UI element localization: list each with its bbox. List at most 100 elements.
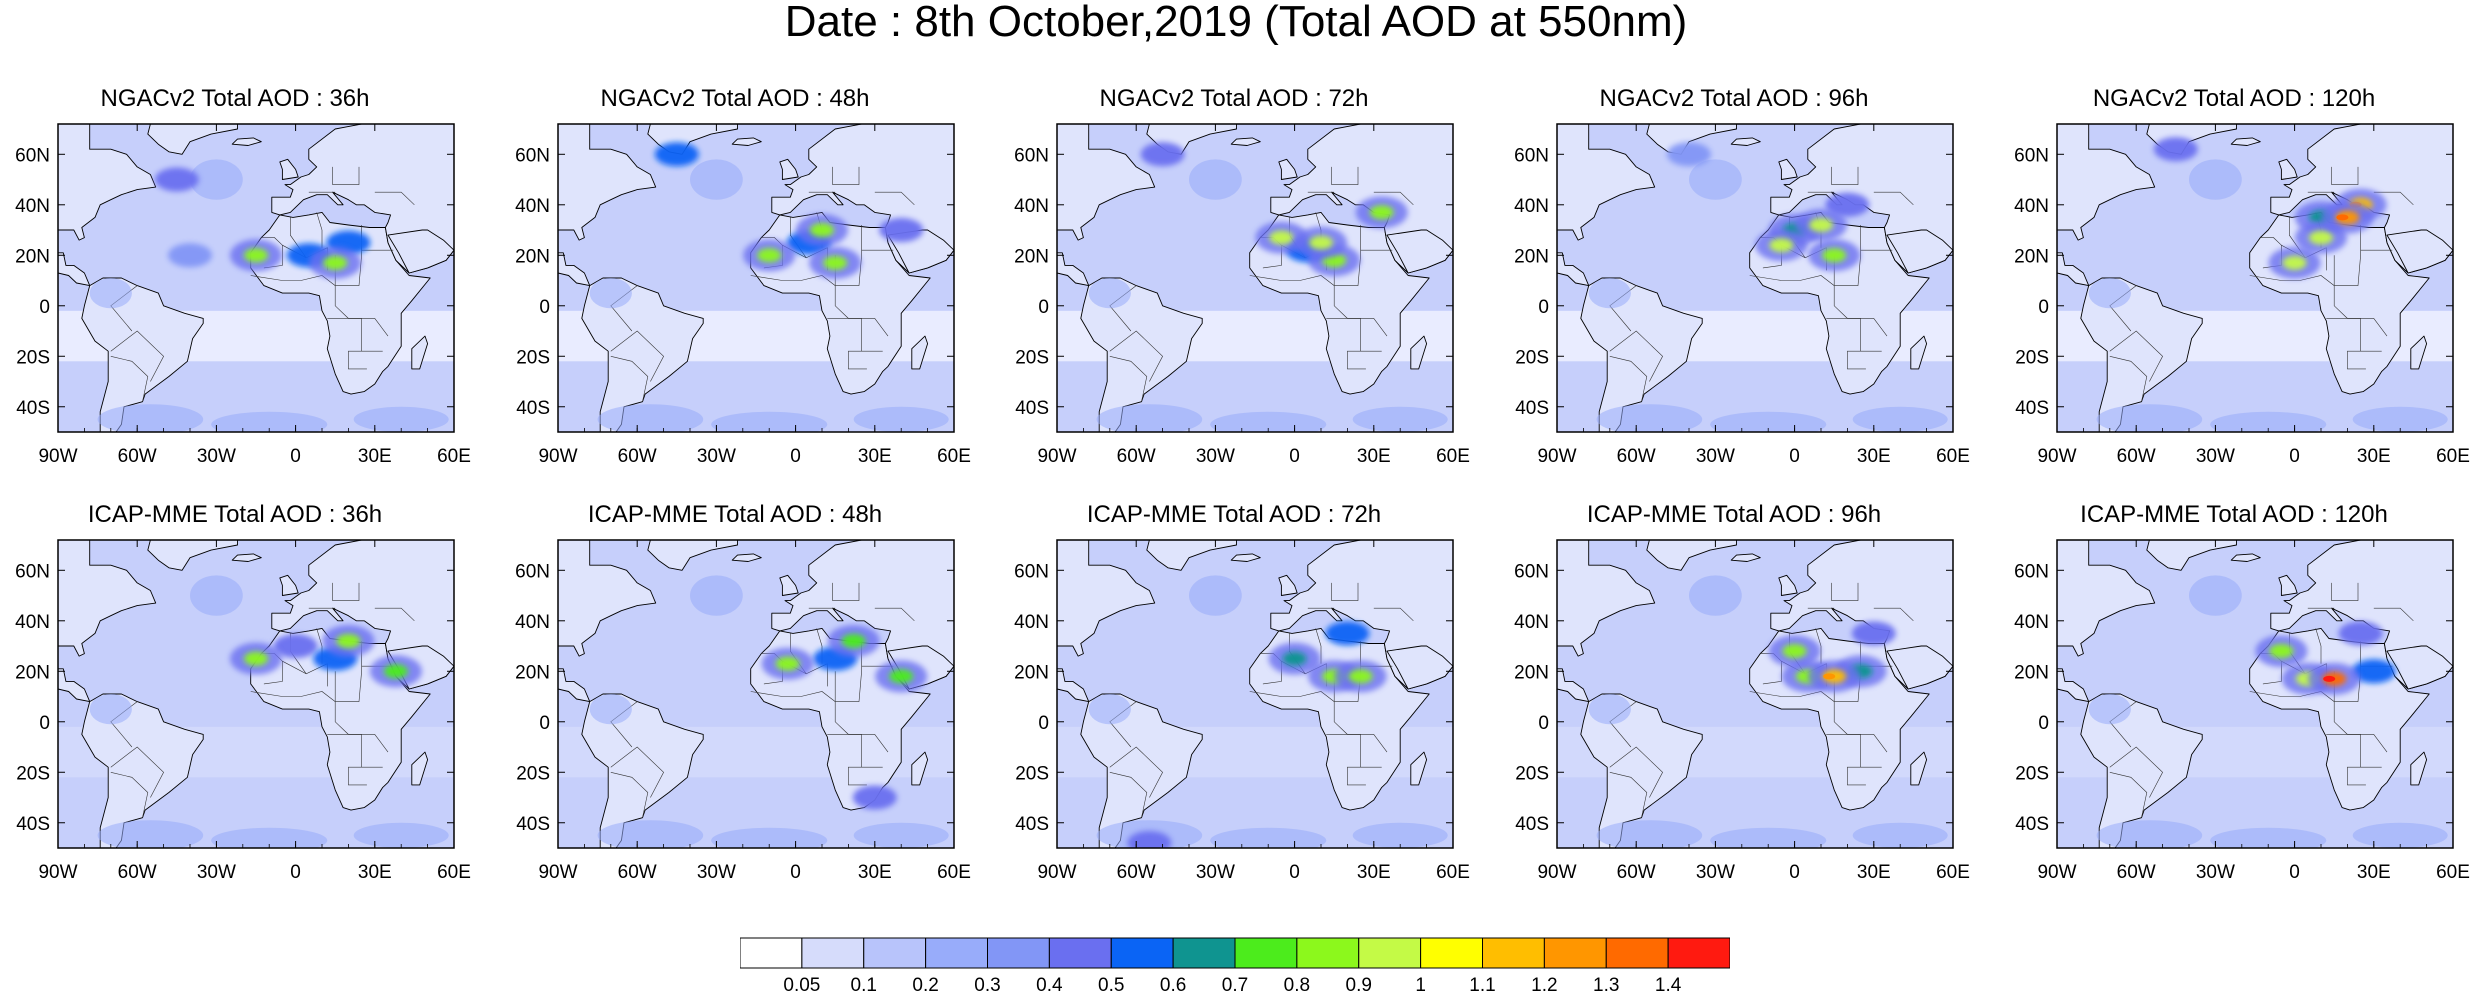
aod-background-patch [353,822,449,848]
colorbar-swatch [1234,937,1298,969]
colorbar-label: 1.1 [1469,975,1495,993]
x-tick-label: 90W [538,862,577,883]
panel-title: ICAP-MME Total AOD : 36h [87,501,383,528]
great-britain-coastline [1278,158,1298,180]
y-tick-label: 60N [1014,561,1049,582]
aod-plume [1325,621,1370,646]
x-tick-label: 60E [937,446,971,467]
madagascar-coastline [2410,335,2428,370]
y-tick-label: 40S [16,814,50,835]
aod-background-patch [97,404,204,432]
country-border [2331,166,2359,185]
aod-background-patch [1096,404,1203,432]
central-america-coastline [2057,229,2090,287]
central-america-coastline [1057,229,1090,287]
country-border [827,318,867,370]
y-tick-label: 20S [16,347,50,368]
central-america-coastline [58,645,91,703]
aod-map: 90W 60W 30W 0 30E 60E 60N 40N 20N 0 20S 40S [2014,123,2470,467]
aod-background-patch [853,822,949,848]
aod-background-patch [2210,827,2327,848]
greenland-coastline [2146,540,2237,571]
x-tick-label: 30E [858,446,892,467]
x-tick-label: 60W [2117,862,2156,883]
aod-plume [1822,248,1847,263]
aod-plume [2309,230,2333,245]
aod-background-patch [1210,827,1327,848]
south-america-coastline [1580,693,1703,848]
great-britain-coastline [779,574,799,596]
y-tick-label: 60N [2014,145,2049,166]
country-border [2249,691,2335,702]
panel-title: NGACv2 Total AOD : 36h [100,85,370,112]
aod-plume [654,142,699,167]
y-tick-label: 60N [515,145,550,166]
aod-background-patch [589,694,632,725]
x-tick-label: 30W [1196,446,1235,467]
colorbar-swatch [1482,937,1545,969]
aod-plume [1282,651,1307,666]
map-panel: ICAP-MME Total AOD : 96h 90W 60W 30W 0 30E 60E… [1499,502,1970,892]
x-tick-label: 0 [290,862,301,883]
north-america-coastline [58,540,157,657]
central-america-coastline [1057,645,1090,703]
colorbar-swatch [1358,937,1422,969]
y-tick-label: 20S [16,763,50,784]
country-border [2331,582,2359,601]
panel-title: ICAP-MME Total AOD : 48h [587,501,883,528]
iceland-coastline [1730,553,1761,562]
central-america-coastline [1557,645,1590,703]
aod-background-patch [690,159,743,200]
country-border [1815,628,1822,664]
x-tick-label: 30W [197,446,236,467]
x-tick-label: 60E [1436,446,1470,467]
country-border [1109,356,1148,402]
aod-plume [841,633,866,648]
y-tick-label: 0 [1538,713,1549,734]
country-border [2249,275,2335,286]
iceland-coastline [2230,137,2261,146]
aod-background-patch [1710,411,1827,432]
x-tick-label: 30W [697,446,736,467]
map-frame [1556,123,1954,433]
y-tick-label: 20N [1014,662,1049,683]
aod-background-patch [1189,575,1242,616]
central-america-coastline [1557,229,1590,287]
south-america-coastline [1580,277,1703,432]
country-border [750,275,836,286]
country-border [874,191,915,206]
madagascar-coastline [1410,335,1428,370]
country-border [832,166,860,185]
aod-background-patch [2352,406,2448,432]
country-border [1373,191,1414,206]
north-america-coastline [2057,540,2156,657]
country-border [374,607,415,622]
aod-background-patch [190,575,243,616]
aod-background-patch [597,820,704,848]
y-tick-label: 40N [15,612,50,633]
country-border [2315,628,2322,664]
aod-map: 90W 60W 30W 0 30E 60E 60N 40N 20N 0 20S 40S [1514,123,1970,467]
country-border [1873,607,1914,622]
country-border [750,691,836,702]
x-tick-label: 90W [2037,446,2076,467]
country-border [610,772,649,818]
iceland-coastline [1230,137,1261,146]
aod-plume [323,255,348,270]
country-border [1315,628,1322,664]
country-border [2109,772,2148,818]
map-frame [2056,539,2454,849]
x-tick-label: 60E [1436,862,1470,883]
x-tick-label: 0 [1789,862,1800,883]
x-tick-label: 60W [1117,446,1156,467]
y-tick-label: 40N [1014,612,1049,633]
y-tick-label: 20N [15,662,50,683]
iceland-coastline [231,553,262,562]
map-panel: NGACv2 Total AOD : 120h 90W 60W 30W 0 30E 60E 6… [1999,86,2470,476]
map-frame [557,539,955,849]
south-america-coastline [1080,693,1203,848]
colorbar-swatch [1296,937,1360,969]
aod-background-patch [2096,820,2203,848]
aod-map: 90W 60W 30W 0 30E 60E 60N 40N 20N 0 20S 40S [1014,539,1470,883]
aod-background-patch [1710,827,1827,848]
